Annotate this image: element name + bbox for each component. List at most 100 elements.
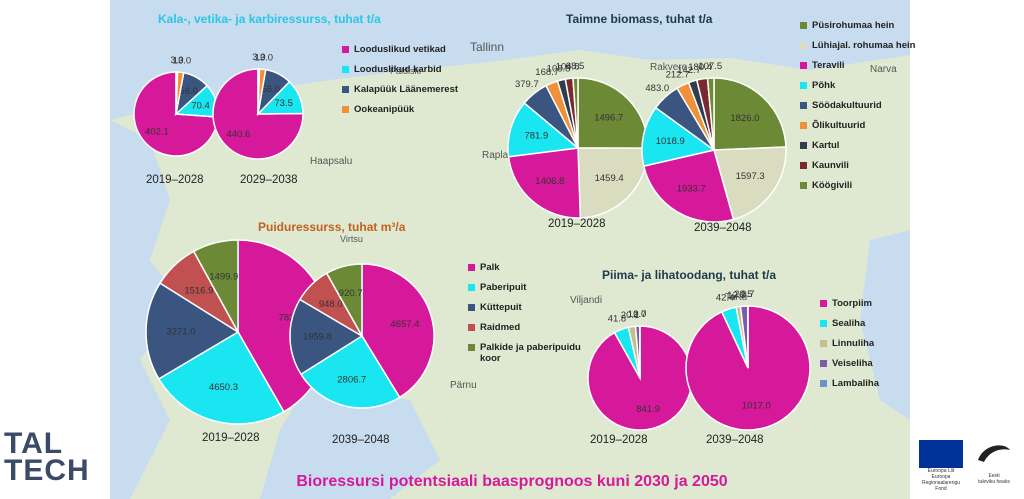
pie-slice bbox=[157, 330, 285, 425]
pie-slice bbox=[507, 147, 582, 219]
pie-value-label: 1597.3 bbox=[736, 171, 765, 182]
map-gulf-riga bbox=[260, 380, 440, 499]
legend-label: Raidmed bbox=[480, 322, 521, 333]
legend-item: Raidmed bbox=[468, 322, 588, 333]
legend-swatch bbox=[800, 122, 807, 129]
legend-label: Söödakultuurid bbox=[812, 100, 882, 111]
pie-value-label: 70.4 bbox=[191, 100, 210, 111]
legend-label: Palk bbox=[480, 262, 500, 273]
pie-slice bbox=[299, 334, 401, 409]
legend-swatch bbox=[820, 340, 827, 347]
legend-item: Kaunvili bbox=[800, 160, 920, 171]
pie-value-label: 379.7 bbox=[515, 79, 539, 90]
pie-value-label: 12.0 bbox=[628, 309, 647, 320]
pie-value-label: 920.7 bbox=[339, 288, 363, 299]
legend-label: Looduslikud karbid bbox=[354, 64, 442, 75]
legend-item: Looduslikud vetikad bbox=[342, 44, 462, 55]
legend-swatch bbox=[800, 82, 807, 89]
pie-value-label: 781.9 bbox=[524, 131, 548, 142]
legend-swatch bbox=[468, 284, 475, 291]
title-taimne: Taimne biomass, tuhat t/a bbox=[566, 12, 713, 26]
pie-value-label: 3.0 bbox=[252, 52, 265, 63]
pie-value-label: 3.0 bbox=[170, 55, 183, 66]
logo-line-1: TAL bbox=[4, 427, 64, 460]
eesti-logo: Eesti tuleviku heaks bbox=[970, 440, 1018, 485]
pie-value-label: 212.7 bbox=[666, 69, 690, 80]
legend-label: Kalapüük Läänemerest bbox=[354, 84, 459, 95]
pie-slice bbox=[145, 282, 240, 380]
pie-value-label: 440.6 bbox=[226, 129, 250, 140]
legend-label: Küttepuit bbox=[480, 302, 522, 313]
legend-swatch bbox=[800, 22, 807, 29]
pie-value-label: 73.5 bbox=[274, 98, 293, 109]
legend-swatch bbox=[820, 320, 827, 327]
pie-slice bbox=[325, 263, 363, 339]
pie-slice bbox=[713, 77, 787, 151]
map-label-parnu: Pärnu bbox=[450, 380, 477, 391]
legend-label: Õlikultuurid bbox=[812, 120, 866, 131]
pie-slice bbox=[192, 239, 239, 333]
pie-value-label: 0.7 bbox=[741, 289, 754, 300]
pie-value-label: 68.5 bbox=[566, 61, 585, 72]
pie-value-label: 4657.4 bbox=[390, 319, 419, 330]
period-piima-2: 2039–2048 bbox=[706, 434, 764, 446]
pie-slice bbox=[642, 149, 735, 223]
period-kala-2: 2029–2038 bbox=[240, 174, 298, 186]
pie-value-label: 20.1 bbox=[621, 310, 640, 321]
pie-value-label: 1406.8 bbox=[535, 176, 564, 187]
pie-value-label: 3271.0 bbox=[166, 326, 195, 337]
legend-item: Põhk bbox=[800, 80, 920, 91]
ef-logo-line: tuleviku heaks bbox=[978, 479, 1010, 485]
legend-swatch bbox=[468, 264, 475, 271]
legend-swatch bbox=[800, 162, 807, 169]
legend-item: Küttepuit bbox=[468, 302, 588, 313]
legend-swatch bbox=[820, 380, 827, 387]
pie-value-label: 1499.9 bbox=[209, 272, 238, 283]
legend-item: Palkide ja paberipuidu koor bbox=[468, 342, 588, 364]
legend-swatch bbox=[468, 344, 475, 351]
footer-title: Bioressursi potentsiaali baasprognoos ku… bbox=[296, 473, 728, 490]
map-label-tallinn: Tallinn bbox=[470, 40, 505, 54]
map-label-haapsalu: Haapsalu bbox=[310, 156, 353, 167]
pie-value-label: 1933.7 bbox=[677, 183, 706, 194]
pie-slice bbox=[713, 146, 787, 221]
pie-slice bbox=[289, 298, 364, 376]
legend-swatch bbox=[342, 46, 349, 53]
taltech-logo: TAL TECH bbox=[4, 427, 90, 487]
legend-swatch bbox=[342, 106, 349, 113]
legend-item: Palk bbox=[468, 262, 588, 273]
period-taimne-1: 2019–2028 bbox=[548, 218, 606, 230]
period-piima-1: 2019–2028 bbox=[590, 434, 648, 446]
pie-slice bbox=[706, 77, 715, 151]
pie-value-label: 107.5 bbox=[698, 61, 722, 72]
pie-value-label: 402.1 bbox=[145, 127, 169, 138]
pie-value-label: 1959.8 bbox=[303, 332, 332, 343]
legend-label: Kartul bbox=[812, 140, 840, 151]
legend-label: Linnuliha bbox=[832, 338, 875, 349]
pie-value-label: 168.7 bbox=[535, 67, 559, 78]
pie-slice bbox=[507, 101, 580, 158]
legend-swatch bbox=[342, 86, 349, 93]
legend-label: Veiseliha bbox=[832, 358, 873, 369]
logo-line-2: TECH bbox=[4, 454, 90, 487]
legend-item: Köögivili bbox=[800, 180, 920, 191]
legend-item: Toorpiim bbox=[820, 298, 940, 309]
legend-item: Paberipuit bbox=[468, 282, 588, 293]
pie-value-label: 948.0 bbox=[319, 299, 343, 310]
eu-logo-line: Euroopa Liit bbox=[927, 468, 955, 474]
legend-swatch bbox=[800, 42, 807, 49]
legend-swatch bbox=[800, 142, 807, 149]
pie-value-label: 1826.0 bbox=[730, 113, 759, 124]
map-label-narva: Narva bbox=[870, 64, 897, 75]
pie-slice bbox=[175, 71, 179, 115]
legend-label: Ookeanipüük bbox=[354, 104, 415, 115]
pie-slice bbox=[572, 77, 579, 149]
legend-label: Lambaliha bbox=[832, 378, 879, 389]
pie-value-label: 13.0 bbox=[173, 55, 192, 66]
legend-swatch bbox=[342, 66, 349, 73]
pie-value-label: 1017.0 bbox=[742, 401, 771, 412]
pie-value-label: 841.9 bbox=[636, 404, 660, 415]
map-label-rakvere: Rakvere bbox=[650, 62, 688, 73]
legend-label: Köögivili bbox=[812, 180, 853, 191]
legend-item: Lühiajal. rohumaa hein bbox=[800, 40, 920, 51]
